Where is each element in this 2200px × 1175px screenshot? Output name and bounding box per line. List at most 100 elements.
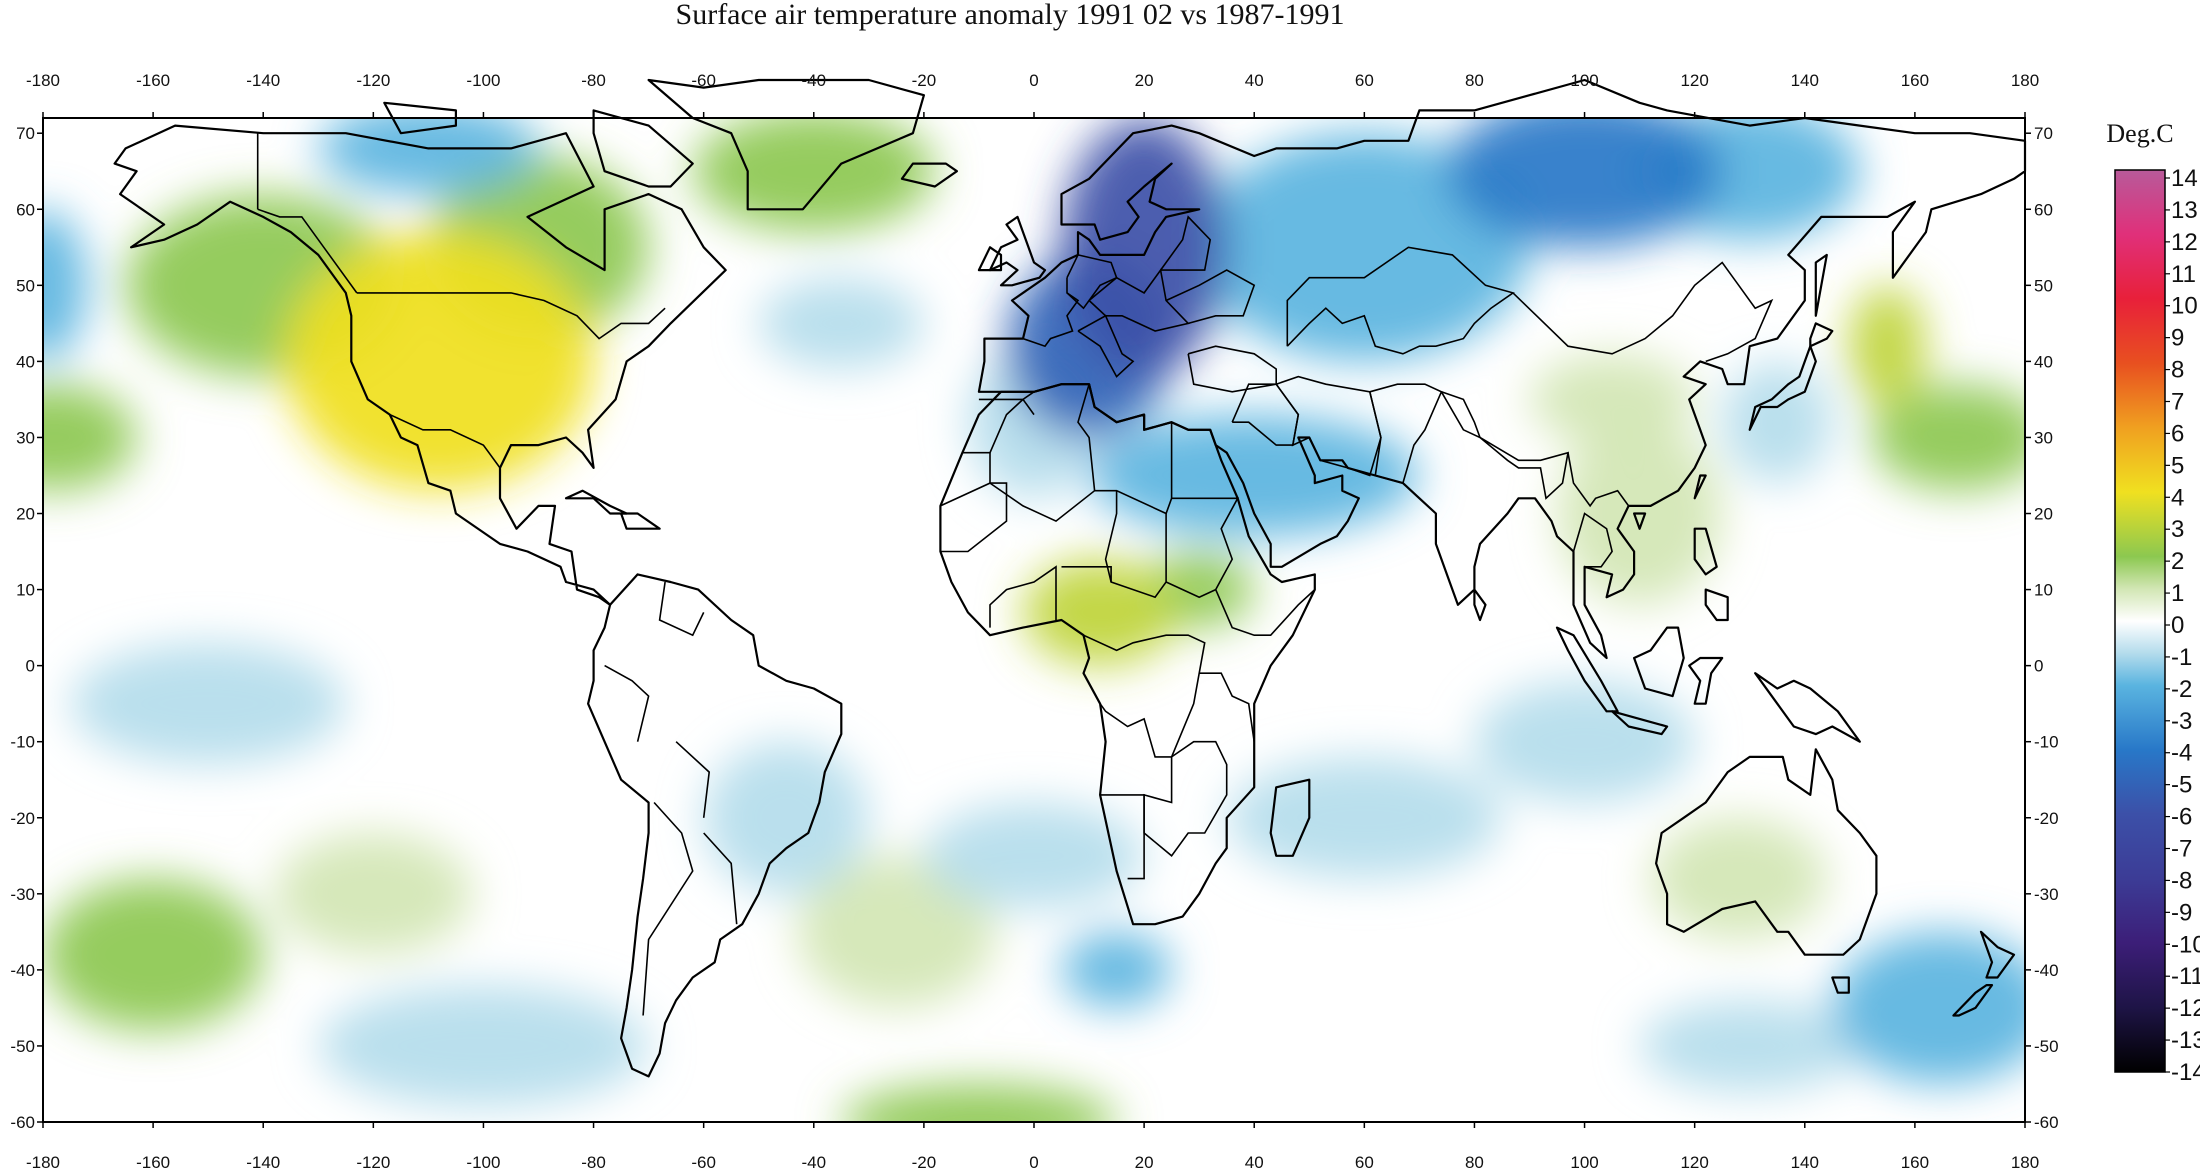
colorbar-label: -6 <box>2171 804 2192 831</box>
x-tick-label-bottom: -140 <box>246 1153 280 1172</box>
country-border <box>1275 375 1382 477</box>
country-border <box>1143 740 1228 857</box>
y-tick-label-left: -50 <box>10 1037 35 1056</box>
anomaly-region <box>841 1083 1117 1122</box>
coastline <box>939 383 1316 926</box>
coastline <box>383 101 457 135</box>
country-border <box>1083 634 1206 758</box>
y-tick-label-left: 20 <box>16 505 35 524</box>
x-tick-label-bottom: -180 <box>26 1153 60 1172</box>
colorbar-label: -2 <box>2171 676 2192 703</box>
coastline <box>1704 588 1729 622</box>
x-tick-label-top: 60 <box>1355 71 1374 90</box>
country-border <box>604 664 650 742</box>
coastline <box>1269 778 1311 857</box>
y-tick-label-left: 40 <box>16 352 35 371</box>
x-tick-label-top: -120 <box>356 71 390 90</box>
country-border <box>940 482 1008 553</box>
country-border <box>675 741 711 818</box>
country-border <box>1512 261 1774 363</box>
coastline <box>1693 527 1718 576</box>
country-border <box>989 383 1096 523</box>
anomaly-region <box>1061 931 1172 1008</box>
anomaly-region <box>1529 353 1695 446</box>
colorbar-label: -13 <box>2171 1027 2200 1054</box>
country-border <box>1567 452 1630 508</box>
coastline <box>1633 626 1685 698</box>
coastlines <box>113 78 2027 1078</box>
x-tick-label-bottom: 60 <box>1355 1153 1374 1172</box>
colorbar-label: -3 <box>2171 708 2192 735</box>
anomaly-region <box>758 277 924 370</box>
country-border <box>1572 512 1613 568</box>
y-tick-label-right: 70 <box>2034 124 2053 143</box>
country-border <box>1061 566 1112 582</box>
colorbar: Deg.C14131211109876543210-1-2-3-4-5-6-7-… <box>2106 119 2200 1086</box>
anomaly-region <box>1832 931 2025 1084</box>
colorbar-label: 10 <box>2171 293 2198 320</box>
y-tick-label-right: -40 <box>2034 961 2059 980</box>
coastline <box>977 78 2027 660</box>
colorbar-label: 7 <box>2171 389 2184 416</box>
country-border <box>1286 246 1515 355</box>
anomaly-region <box>1022 559 1178 666</box>
coastline <box>1633 512 1647 530</box>
country-border <box>1100 794 1145 880</box>
coastline <box>1688 656 1724 705</box>
colorbar-label: -5 <box>2171 772 2192 799</box>
colorbar-label: 0 <box>2171 612 2184 639</box>
y-tick-label-left: 70 <box>16 124 35 143</box>
x-tick-label-top: -180 <box>26 71 60 90</box>
coastline <box>620 512 661 530</box>
anomaly-region <box>43 209 88 362</box>
coastline <box>1611 710 1669 736</box>
y-tick-label-left: -60 <box>10 1113 35 1132</box>
y-tick-label-left: 60 <box>16 200 35 219</box>
x-tick-label-top: 40 <box>1245 71 1264 90</box>
anomaly-region <box>318 118 539 195</box>
x-tick-label-bottom: 20 <box>1135 1153 1154 1172</box>
x-tick-label-top: -80 <box>581 71 606 90</box>
anomaly-region <box>692 118 935 233</box>
x-tick-label-top: 80 <box>1465 71 1484 90</box>
anomaly-region <box>1639 1000 1860 1092</box>
country-border <box>1369 383 1443 485</box>
x-tick-label-top: 100 <box>1570 71 1598 90</box>
y-tick-label-left: 0 <box>26 657 35 676</box>
anomaly-region <box>274 832 473 955</box>
colorbar-label: -10 <box>2171 931 2200 958</box>
anomaly-region <box>1061 118 1227 377</box>
coastline <box>1693 474 1707 500</box>
country-border <box>658 581 705 637</box>
colorbar-label: 1 <box>2171 580 2184 607</box>
y-tick-label-right: 30 <box>2034 428 2053 447</box>
y-tick-label-right: -30 <box>2034 885 2059 904</box>
coastline <box>1655 748 1878 956</box>
colorbar-label: 11 <box>2171 261 2196 288</box>
colorbar-label: 14 <box>2171 165 2198 192</box>
colorbar-label: 4 <box>2171 484 2184 511</box>
y-tick-label-right: 20 <box>2034 505 2053 524</box>
coastline <box>1831 976 1850 994</box>
country-border <box>703 832 738 925</box>
country-border <box>1199 672 1255 742</box>
x-tick-label-bottom: -80 <box>581 1153 606 1172</box>
colorbar-unit-label: Deg.C <box>2106 119 2173 148</box>
x-tick-label-bottom: 140 <box>1791 1153 1819 1172</box>
colorbar-label: 9 <box>2171 325 2184 352</box>
anomaly-region <box>1446 118 1723 248</box>
anomaly-region <box>1870 384 2025 491</box>
y-tick-label-right: 50 <box>2034 276 2053 295</box>
colorbar-label: -12 <box>2171 995 2200 1022</box>
x-tick-label-top: -100 <box>466 71 500 90</box>
anomaly-region <box>703 741 869 894</box>
colorbar-label: 6 <box>2171 420 2184 447</box>
x-tick-label-top: 180 <box>2011 71 2039 90</box>
x-tick-label-bottom: -100 <box>466 1153 500 1172</box>
country-border <box>1159 215 1212 271</box>
coastline <box>1979 930 2016 979</box>
country-border <box>1022 292 1080 348</box>
axis-ticks: -180-180-160-160-140-140-120-120-100-100… <box>10 71 2058 1172</box>
anomaly-region <box>923 802 1145 910</box>
coastline <box>647 78 925 211</box>
